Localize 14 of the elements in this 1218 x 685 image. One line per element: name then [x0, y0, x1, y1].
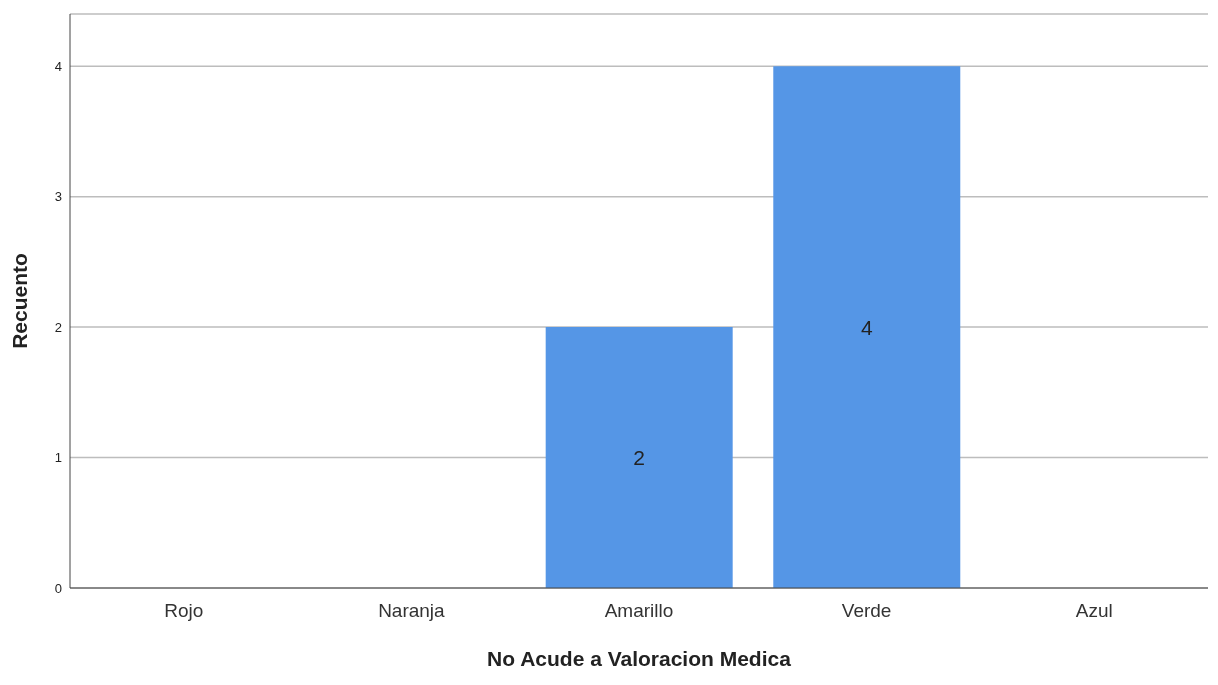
x-tick-label: Rojo: [164, 600, 204, 622]
x-axis-title: No Acude a Valoracion Medica: [487, 647, 792, 670]
data-label: 4: [860, 315, 873, 339]
y-tick-label: 1: [54, 450, 62, 466]
x-tick-label: Azul: [1075, 600, 1113, 622]
y-tick-label: 4: [54, 58, 62, 74]
y-tick-label: 0: [54, 580, 62, 596]
x-tick-label: Verde: [841, 600, 892, 622]
data-label: 2: [633, 446, 646, 469]
y-tick-label: 2: [54, 319, 62, 335]
y-axis-title: Recuento: [8, 253, 32, 349]
x-tick-label: Naranja: [378, 600, 446, 622]
x-tick-label: Amarillo: [604, 600, 674, 622]
y-tick-label: 3: [54, 189, 62, 205]
